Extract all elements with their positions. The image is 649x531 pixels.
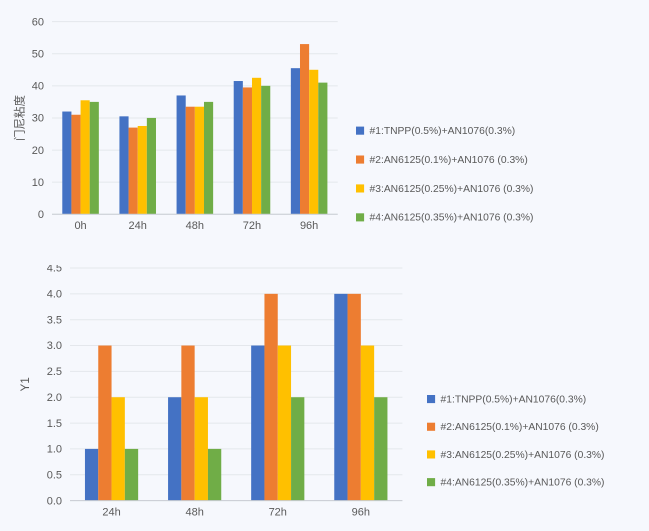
svg-text:60: 60 bbox=[32, 16, 44, 28]
svg-text:#3:AN6125(0.25%)+AN1076 (0.3%): #3:AN6125(0.25%)+AN1076 (0.3%) bbox=[441, 450, 605, 461]
svg-text:20: 20 bbox=[32, 145, 44, 157]
svg-text:10: 10 bbox=[32, 177, 44, 189]
svg-text:0: 0 bbox=[38, 209, 44, 221]
svg-text:50: 50 bbox=[32, 48, 44, 60]
svg-text:48h: 48h bbox=[186, 220, 204, 232]
svg-text:0.0: 0.0 bbox=[47, 495, 62, 507]
svg-text:96h: 96h bbox=[300, 220, 318, 232]
svg-text:#3:AN6125(0.25%)+AN1076 (0.3%): #3:AN6125(0.25%)+AN1076 (0.3%) bbox=[370, 184, 534, 195]
svg-text:#4:AN6125(0.35%)+AN1076 (0.3%): #4:AN6125(0.35%)+AN1076 (0.3%) bbox=[441, 478, 605, 489]
svg-text:Y1: Y1 bbox=[20, 377, 32, 391]
svg-text:#2:AN6125(0.1%)+AN1076 (0.3%): #2:AN6125(0.1%)+AN1076 (0.3%) bbox=[441, 422, 599, 433]
svg-text:0h: 0h bbox=[74, 220, 86, 232]
svg-text:96h: 96h bbox=[352, 507, 370, 519]
svg-text:40: 40 bbox=[32, 81, 44, 93]
svg-text:3.5: 3.5 bbox=[47, 314, 62, 326]
svg-text:2.0: 2.0 bbox=[47, 392, 62, 404]
svg-text:3.0: 3.0 bbox=[47, 340, 62, 352]
svg-text:24h: 24h bbox=[102, 507, 120, 519]
svg-text:#1:TNPP(0.5%)+AN1076(0.3%): #1:TNPP(0.5%)+AN1076(0.3%) bbox=[370, 126, 516, 137]
svg-text:1.5: 1.5 bbox=[47, 418, 62, 430]
svg-text:30: 30 bbox=[32, 113, 44, 125]
svg-text:24h: 24h bbox=[129, 220, 147, 232]
svg-text:2.5: 2.5 bbox=[47, 366, 62, 378]
svg-text:#4:AN6125(0.35%)+AN1076 (0.3%): #4:AN6125(0.35%)+AN1076 (0.3%) bbox=[370, 213, 534, 224]
svg-text:#1:TNPP(0.5%)+AN1076(0.3%): #1:TNPP(0.5%)+AN1076(0.3%) bbox=[441, 394, 587, 405]
svg-text:门尼粘度: 门尼粘度 bbox=[13, 94, 27, 140]
svg-text:72h: 72h bbox=[269, 507, 287, 519]
svg-text:48h: 48h bbox=[185, 507, 203, 519]
svg-text:72h: 72h bbox=[243, 220, 261, 232]
svg-text:4.5: 4.5 bbox=[47, 265, 62, 275]
svg-text:4.0: 4.0 bbox=[47, 289, 62, 301]
svg-text:0.5: 0.5 bbox=[47, 469, 62, 481]
svg-text:#2:AN6125(0.1%)+AN1076 (0.3%): #2:AN6125(0.1%)+AN1076 (0.3%) bbox=[370, 155, 528, 166]
svg-text:1.0: 1.0 bbox=[47, 444, 62, 456]
